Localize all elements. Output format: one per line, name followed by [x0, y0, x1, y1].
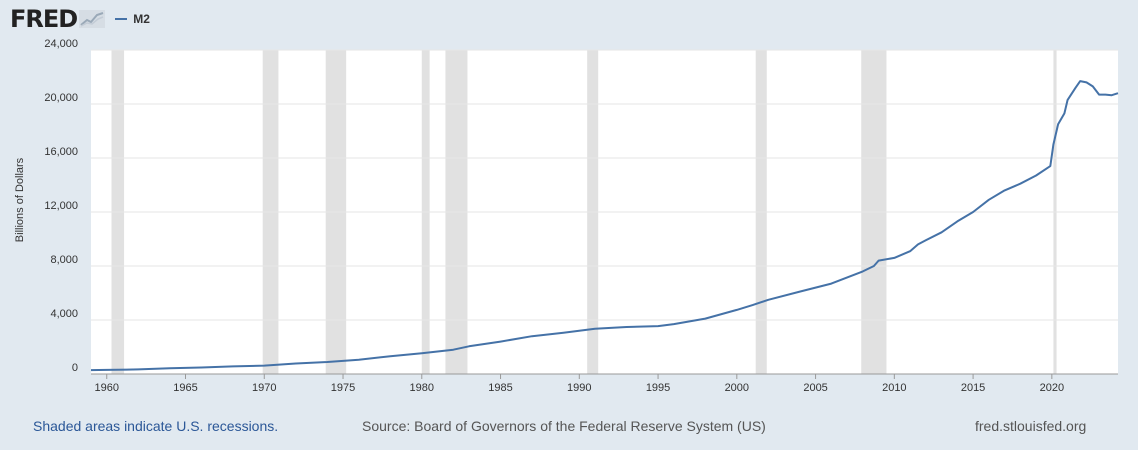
series-line-m2	[90, 80, 1119, 372]
x-tick-label: 2020	[1040, 382, 1064, 394]
source-note: Source: Board of Governors of the Federa…	[362, 418, 766, 434]
x-tick-label: 2005	[803, 382, 827, 394]
x-tick-label: 1985	[488, 382, 512, 394]
y-tick-label: 12,000	[44, 200, 78, 212]
x-tick-label: 1960	[95, 382, 119, 394]
legend-label: M2	[133, 12, 150, 26]
y-tick-label: 20,000	[44, 92, 78, 104]
y-tick-label: 4,000	[50, 308, 78, 320]
x-tick-label: 1975	[331, 382, 355, 394]
y-tick-label: 24,000	[44, 38, 78, 50]
y-axis-label: Billions of Dollars	[14, 157, 26, 242]
y-tick-label: 8,000	[50, 254, 78, 266]
header: FRED M2	[10, 6, 150, 32]
x-tick-label: 2010	[882, 382, 906, 394]
site-link[interactable]: fred.stlouisfed.org	[975, 418, 1087, 434]
y-tick-label: 16,000	[44, 146, 78, 158]
x-tick-label: 1965	[173, 382, 197, 394]
legend-swatch	[115, 18, 128, 20]
x-tick-label: 1990	[567, 382, 591, 394]
x-tick-label: 1970	[252, 382, 276, 394]
fred-logo[interactable]: FRED	[10, 5, 78, 33]
x-tick-label: 2000	[725, 382, 749, 394]
x-tick-label: 2015	[961, 382, 985, 394]
y-tick-label: 0	[72, 362, 78, 374]
line-chart-icon	[79, 10, 106, 28]
x-tick-label: 1995	[646, 382, 670, 394]
x-tick-label: 1980	[410, 382, 434, 394]
legend[interactable]: M2	[115, 12, 150, 26]
recession-note[interactable]: Shaded areas indicate U.S. recessions.	[33, 418, 279, 434]
